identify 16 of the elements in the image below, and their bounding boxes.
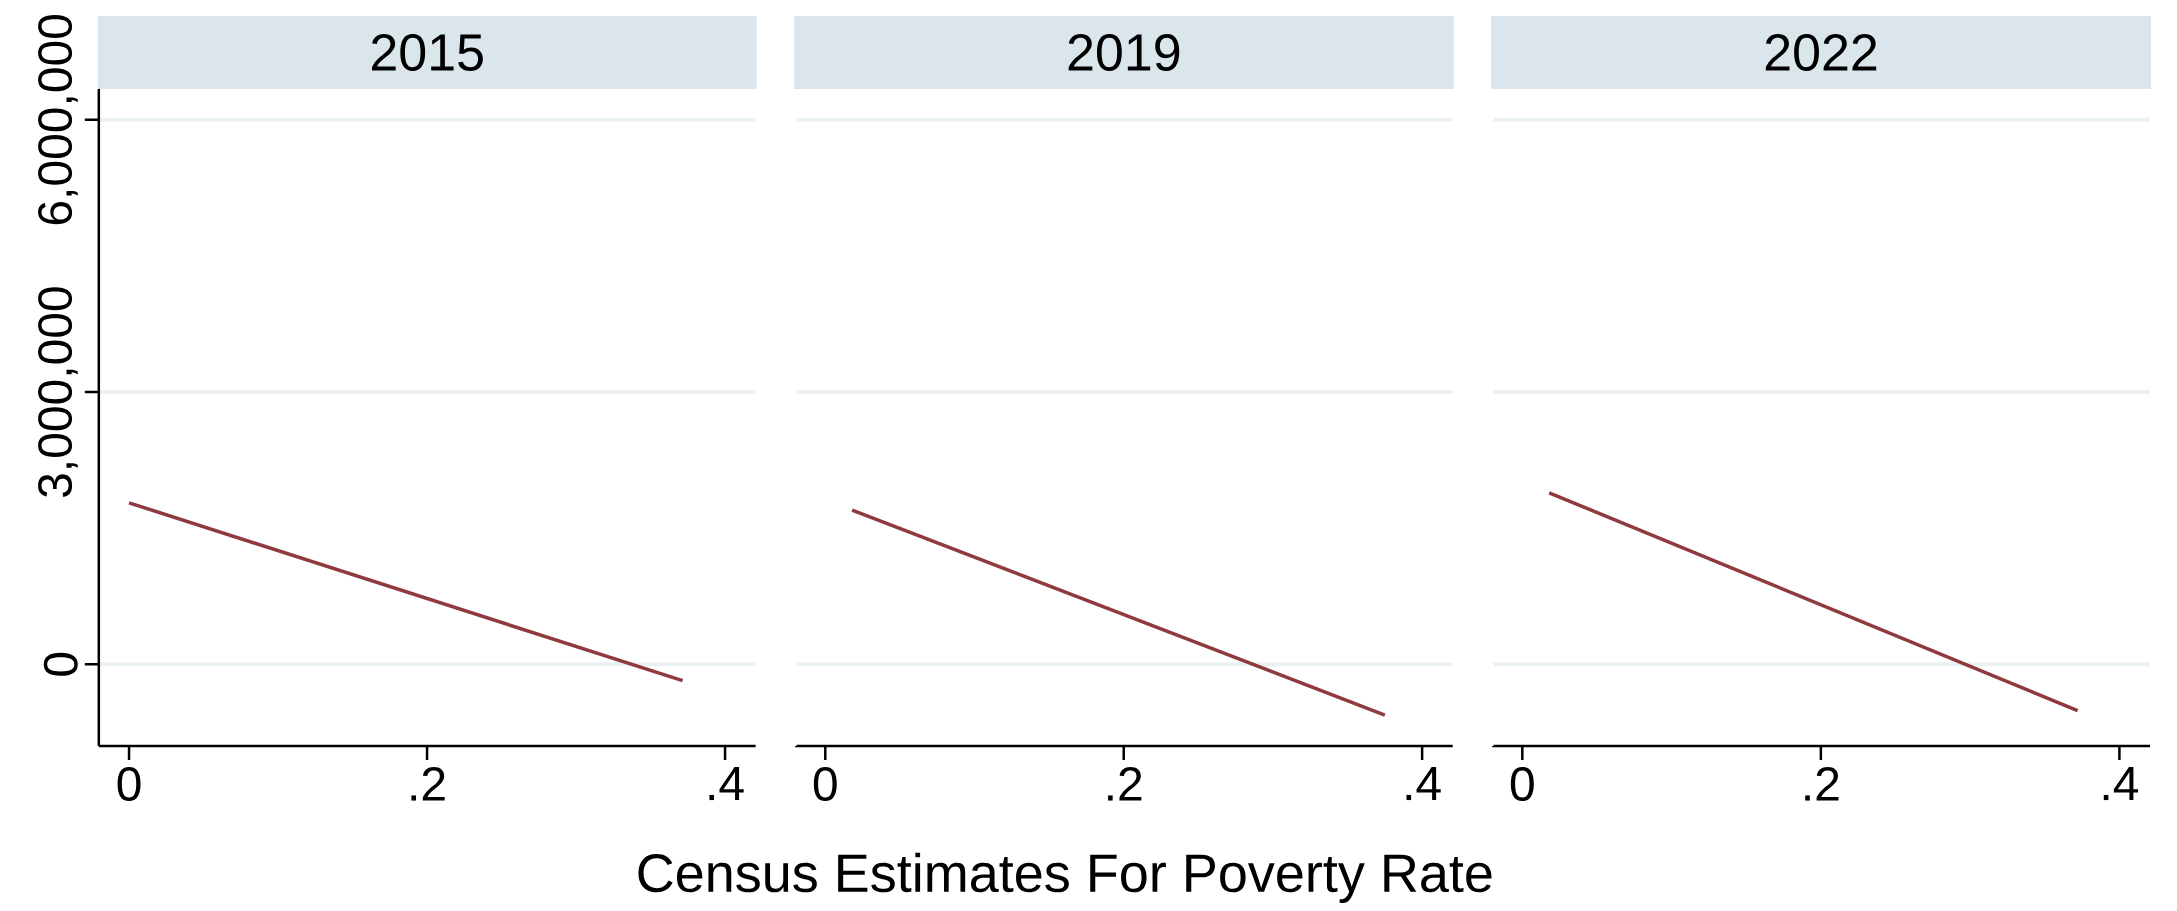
y-tick-label: 0	[43, 652, 78, 676]
x-tick-label: .2	[411, 767, 445, 801]
y-tick-label: 3,000,000	[38, 287, 78, 498]
x-tick-label: .2	[1108, 767, 1142, 801]
x-axis-title: Census Estimates For Poverty Rate	[638, 852, 1492, 904]
x-tick-label: .4	[2103, 767, 2139, 801]
chart-title: 2015	[371, 34, 483, 71]
y-tick-label: 6,000,000	[38, 14, 78, 225]
x-tick-label: .4	[1406, 767, 1441, 801]
chart-title: 2019	[1068, 34, 1180, 71]
x-tick-label: 0	[117, 767, 141, 802]
x-tick-label: 0	[1510, 767, 1534, 802]
x-tick-label: .4	[709, 767, 744, 801]
x-tick-label: 0	[813, 767, 837, 802]
chart-title: 2022	[1765, 34, 1877, 71]
x-tick-label: .2	[1805, 767, 1839, 801]
